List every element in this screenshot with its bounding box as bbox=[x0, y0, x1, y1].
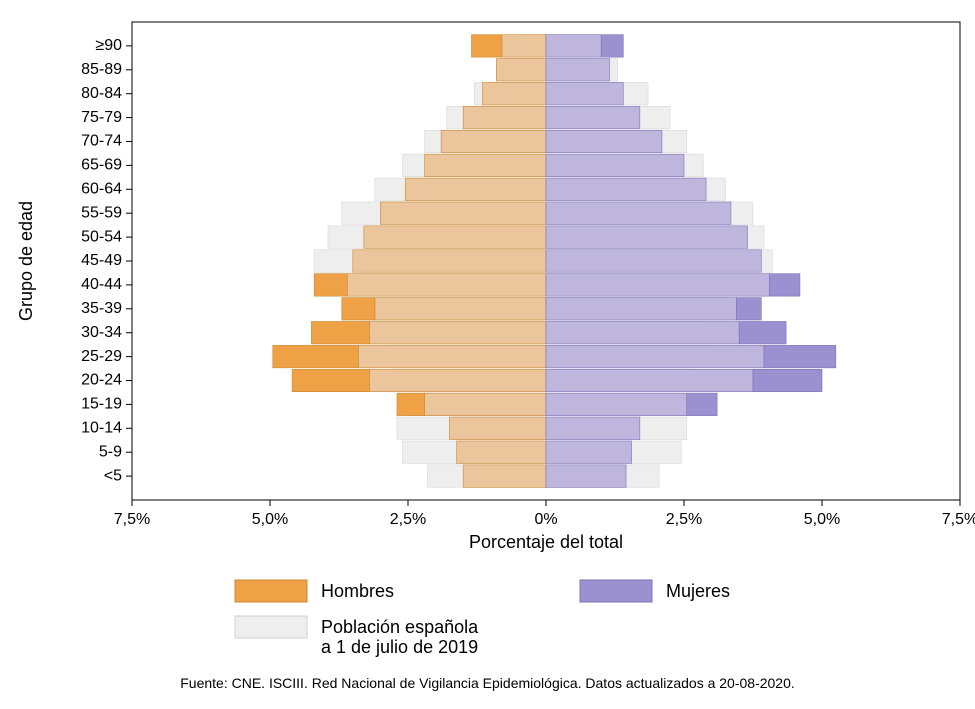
cases-female-bar bbox=[546, 154, 684, 176]
cases-male-bar bbox=[502, 35, 546, 57]
y-tick-label: 70-74 bbox=[81, 133, 122, 150]
cases-male-bar bbox=[353, 250, 546, 272]
cases-female-bar bbox=[546, 82, 623, 104]
cases-female-tip bbox=[736, 298, 761, 320]
y-tick-label: 40-44 bbox=[81, 276, 122, 293]
y-tick-label: 80-84 bbox=[81, 85, 122, 102]
y-tick-label: 10-14 bbox=[81, 420, 122, 437]
cases-female-bar bbox=[546, 250, 761, 272]
cases-female-bar bbox=[546, 226, 747, 248]
cases-male-bar bbox=[441, 130, 546, 152]
cases-male-bar bbox=[380, 202, 546, 224]
y-tick-label: 30-34 bbox=[81, 324, 122, 341]
cases-female-bar bbox=[546, 345, 764, 367]
x-tick-label: 0% bbox=[534, 511, 557, 528]
x-tick-label: 7,5% bbox=[114, 511, 150, 528]
cases-male-bar bbox=[369, 369, 546, 391]
footer-source: Fuente: CNE. ISCIII. Red Nacional de Vig… bbox=[180, 675, 795, 691]
x-tick-label: 2,5% bbox=[390, 511, 426, 528]
cases-female-bar bbox=[546, 417, 640, 439]
cases-female-tip bbox=[739, 321, 786, 343]
cases-female-bar bbox=[546, 393, 687, 415]
y-tick-label: 5-9 bbox=[99, 443, 122, 460]
legend-swatch-hombres bbox=[235, 580, 307, 602]
cases-male-bar bbox=[347, 274, 546, 296]
cases-female-bar bbox=[546, 35, 601, 57]
cases-male-bar bbox=[369, 321, 546, 343]
y-tick-label: 85-89 bbox=[81, 61, 122, 78]
cases-male-bar bbox=[405, 178, 546, 200]
cases-male-tip bbox=[311, 321, 369, 343]
population-pyramid-chart: <5 5-9 10-14 15-19 20-24 25-29 30-34 35-39 40-44… bbox=[0, 0, 975, 709]
cases-male-bar bbox=[364, 226, 546, 248]
y-tick-label: 55-59 bbox=[81, 204, 122, 221]
legend-label-hombres: Hombres bbox=[321, 581, 394, 601]
cases-male-bar bbox=[463, 465, 546, 487]
cases-male-bar bbox=[425, 393, 546, 415]
legend-label-poblacion: Población española bbox=[321, 617, 479, 637]
cases-male-tip bbox=[314, 274, 347, 296]
y-tick-label: 65-69 bbox=[81, 157, 122, 174]
y-axis-title: Grupo de edad bbox=[16, 201, 36, 321]
cases-female-bar bbox=[546, 369, 753, 391]
cases-female-bar bbox=[546, 274, 770, 296]
legend-swatch-mujeres bbox=[580, 580, 652, 602]
cases-male-tip bbox=[273, 345, 359, 367]
x-axis-title: Porcentaje del total bbox=[469, 532, 623, 552]
cases-male-bar bbox=[449, 417, 546, 439]
y-tick-label: 45-49 bbox=[81, 252, 122, 269]
cases-male-bar bbox=[496, 59, 546, 81]
legend-label-poblacion: a 1 de julio de 2019 bbox=[321, 637, 478, 657]
cases-male-tip bbox=[471, 35, 501, 57]
cases-male-bar bbox=[457, 441, 546, 463]
cases-female-bar bbox=[546, 202, 731, 224]
legend-label-mujeres: Mujeres bbox=[666, 581, 730, 601]
cases-female-bar bbox=[546, 130, 662, 152]
cases-male-tip bbox=[292, 369, 369, 391]
cases-female-tip bbox=[764, 345, 836, 367]
cases-male-tip bbox=[397, 393, 425, 415]
cases-female-bar bbox=[546, 465, 626, 487]
cases-male-tip bbox=[342, 298, 375, 320]
cases-female-tip bbox=[753, 369, 822, 391]
cases-female-bar bbox=[546, 178, 706, 200]
x-tick-label: 5,0% bbox=[804, 511, 840, 528]
cases-female-tip bbox=[687, 393, 717, 415]
cases-female-bar bbox=[546, 59, 609, 81]
cases-male-bar bbox=[483, 82, 546, 104]
legend-swatch-poblacion bbox=[235, 616, 307, 638]
cases-female-bar bbox=[546, 321, 739, 343]
cases-male-bar bbox=[463, 106, 546, 128]
y-tick-label: 60-64 bbox=[81, 181, 122, 198]
y-tick-label: 15-19 bbox=[81, 396, 122, 413]
cases-female-bar bbox=[546, 106, 640, 128]
y-tick-label: 25-29 bbox=[81, 348, 122, 365]
y-tick-label: 50-54 bbox=[81, 228, 122, 245]
cases-female-tip bbox=[601, 35, 623, 57]
x-tick-label: 5,0% bbox=[252, 511, 288, 528]
y-tick-label: ≥90 bbox=[95, 37, 122, 54]
y-tick-label: <5 bbox=[104, 467, 122, 484]
y-tick-label: 75-79 bbox=[81, 109, 122, 126]
cases-female-tip bbox=[770, 274, 800, 296]
cases-male-bar bbox=[358, 345, 546, 367]
cases-male-bar bbox=[375, 298, 546, 320]
x-tick-label: 7,5% bbox=[942, 511, 975, 528]
y-tick-label: 35-39 bbox=[81, 300, 122, 317]
cases-female-bar bbox=[546, 298, 736, 320]
cases-female-bar bbox=[546, 441, 632, 463]
cases-male-bar bbox=[425, 154, 546, 176]
x-tick-label: 2,5% bbox=[666, 511, 702, 528]
y-tick-label: 20-24 bbox=[81, 372, 122, 389]
